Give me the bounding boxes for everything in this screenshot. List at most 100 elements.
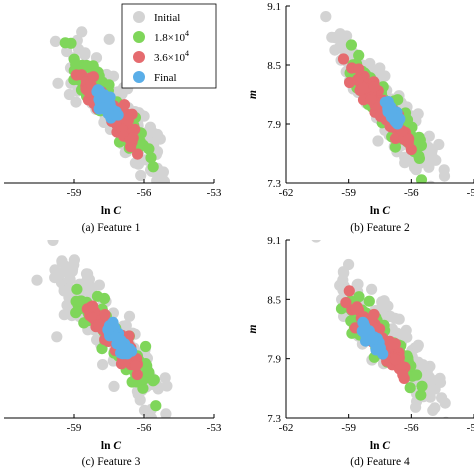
data-point [80,268,93,280]
data-point [340,297,352,309]
panel-caption: (a) Feature 1 [82,222,141,234]
data-point [357,317,370,329]
data-point [367,333,379,345]
data-point [413,150,425,162]
y-tick-label: 7.3 [267,413,281,425]
data-point [359,326,371,338]
series-final [379,96,406,130]
data-point [352,73,364,85]
y-tick-label: 7.3 [267,178,281,190]
data-point [427,404,439,416]
scatter-points [49,26,170,183]
data-point [389,141,401,153]
data-point [56,255,68,267]
data-point [52,77,64,89]
data-point [417,359,429,371]
y-tick-label: 7.9 [267,354,281,366]
data-point [353,63,365,75]
x-tick-label: -59 [341,422,356,434]
data-point [368,81,380,93]
data-point [31,274,43,286]
data-point [63,88,75,101]
data-point [97,359,109,371]
data-point [150,400,162,412]
data-point [103,33,115,45]
panel-caption: (c) Feature 3 [82,456,141,468]
x-tick-label: -56 [404,187,419,199]
data-point [350,303,362,315]
data-point [129,157,141,169]
data-point [134,394,146,406]
y-tick-label: 7.9 [267,119,281,131]
legend-marker [133,31,145,43]
data-point [365,94,377,106]
data-point [337,53,350,65]
scatter-points [320,11,451,208]
data-point [434,376,447,388]
data-point [363,295,375,307]
x-tick-label: -62 [279,187,294,199]
data-point [366,283,378,295]
x-tick-label: -53 [207,422,222,434]
data-point [334,29,346,41]
x-axis-label: ln C [370,205,390,217]
data-point [437,197,448,208]
panel-caption: (b) Feature 2 [350,222,410,234]
data-point [416,380,428,392]
data-point [70,59,82,71]
data-point [147,161,159,173]
data-point [123,310,136,322]
data-point [345,39,357,51]
data-point [60,285,72,297]
data-point [338,267,350,279]
y-axis-label: m [247,90,259,99]
data-point [49,272,61,284]
data-point [352,278,364,290]
x-tick-label: -56 [404,422,419,434]
series-final [102,316,138,360]
data-point [145,152,157,164]
data-point [151,175,163,183]
data-point [49,35,62,48]
data-point [399,151,411,163]
data-point [122,114,134,126]
data-point [397,369,409,381]
data-point [415,174,428,183]
data-point [389,353,401,366]
scatter-points [311,240,451,429]
data-point [412,133,424,145]
data-point [392,94,404,106]
x-tick-label: -56 [137,422,152,434]
data-point [107,70,120,82]
data-point [441,417,447,418]
data-point [404,382,416,394]
data-point [411,369,423,381]
x-tick-label: -59 [67,187,82,199]
panel-4: -62 -59 -56 -53 7.3 7.9 8.5 9.1 m ln C (d) Feature… [247,235,474,468]
x-tick-label: -59 [341,187,356,199]
data-point [91,290,104,302]
x-tick-label: -56 [137,187,152,199]
data-point [132,148,144,160]
data-point [159,417,165,418]
data-point [426,180,436,183]
y-tick-label: 9.1 [267,235,281,247]
data-point [138,404,151,416]
data-point [118,99,131,111]
x-tick-label: -59 [67,422,82,434]
series-3-6-10-4 [337,53,417,156]
data-point [98,89,110,101]
series-final [356,316,389,360]
data-point [320,11,332,23]
data-point [412,108,424,120]
x-tick-label: -62 [279,422,294,434]
data-point [143,143,155,155]
data-point [427,418,438,429]
data-point [438,170,451,182]
data-point [357,82,369,94]
legend-label: Final [154,72,177,84]
x-tick-label: -53 [207,187,222,199]
legend-label: Initial [154,12,180,24]
data-point [51,331,63,343]
